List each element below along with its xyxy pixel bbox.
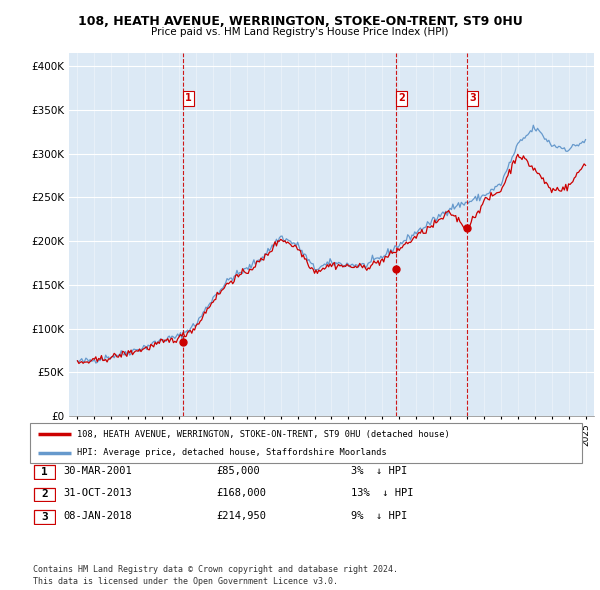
Text: HPI: Average price, detached house, Staffordshire Moorlands: HPI: Average price, detached house, Staf… (77, 448, 386, 457)
Text: 2: 2 (41, 490, 48, 499)
Text: 3: 3 (41, 512, 48, 522)
Text: £168,000: £168,000 (216, 489, 266, 498)
Text: 3: 3 (469, 93, 476, 103)
Text: 1: 1 (41, 467, 48, 477)
Text: 13%  ↓ HPI: 13% ↓ HPI (351, 489, 413, 498)
Text: 108, HEATH AVENUE, WERRINGTON, STOKE-ON-TRENT, ST9 0HU: 108, HEATH AVENUE, WERRINGTON, STOKE-ON-… (77, 15, 523, 28)
Text: £214,950: £214,950 (216, 511, 266, 520)
Text: 9%  ↓ HPI: 9% ↓ HPI (351, 511, 407, 520)
Text: 31-OCT-2013: 31-OCT-2013 (63, 489, 132, 498)
Text: This data is licensed under the Open Government Licence v3.0.: This data is licensed under the Open Gov… (33, 577, 338, 586)
Text: 108, HEATH AVENUE, WERRINGTON, STOKE-ON-TRENT, ST9 0HU (detached house): 108, HEATH AVENUE, WERRINGTON, STOKE-ON-… (77, 430, 449, 439)
Text: 3%  ↓ HPI: 3% ↓ HPI (351, 466, 407, 476)
Text: 30-MAR-2001: 30-MAR-2001 (63, 466, 132, 476)
Text: 2: 2 (398, 93, 405, 103)
Text: Contains HM Land Registry data © Crown copyright and database right 2024.: Contains HM Land Registry data © Crown c… (33, 565, 398, 574)
Text: £85,000: £85,000 (216, 466, 260, 476)
Text: 1: 1 (185, 93, 192, 103)
Text: 08-JAN-2018: 08-JAN-2018 (63, 511, 132, 520)
Text: Price paid vs. HM Land Registry's House Price Index (HPI): Price paid vs. HM Land Registry's House … (151, 27, 449, 37)
